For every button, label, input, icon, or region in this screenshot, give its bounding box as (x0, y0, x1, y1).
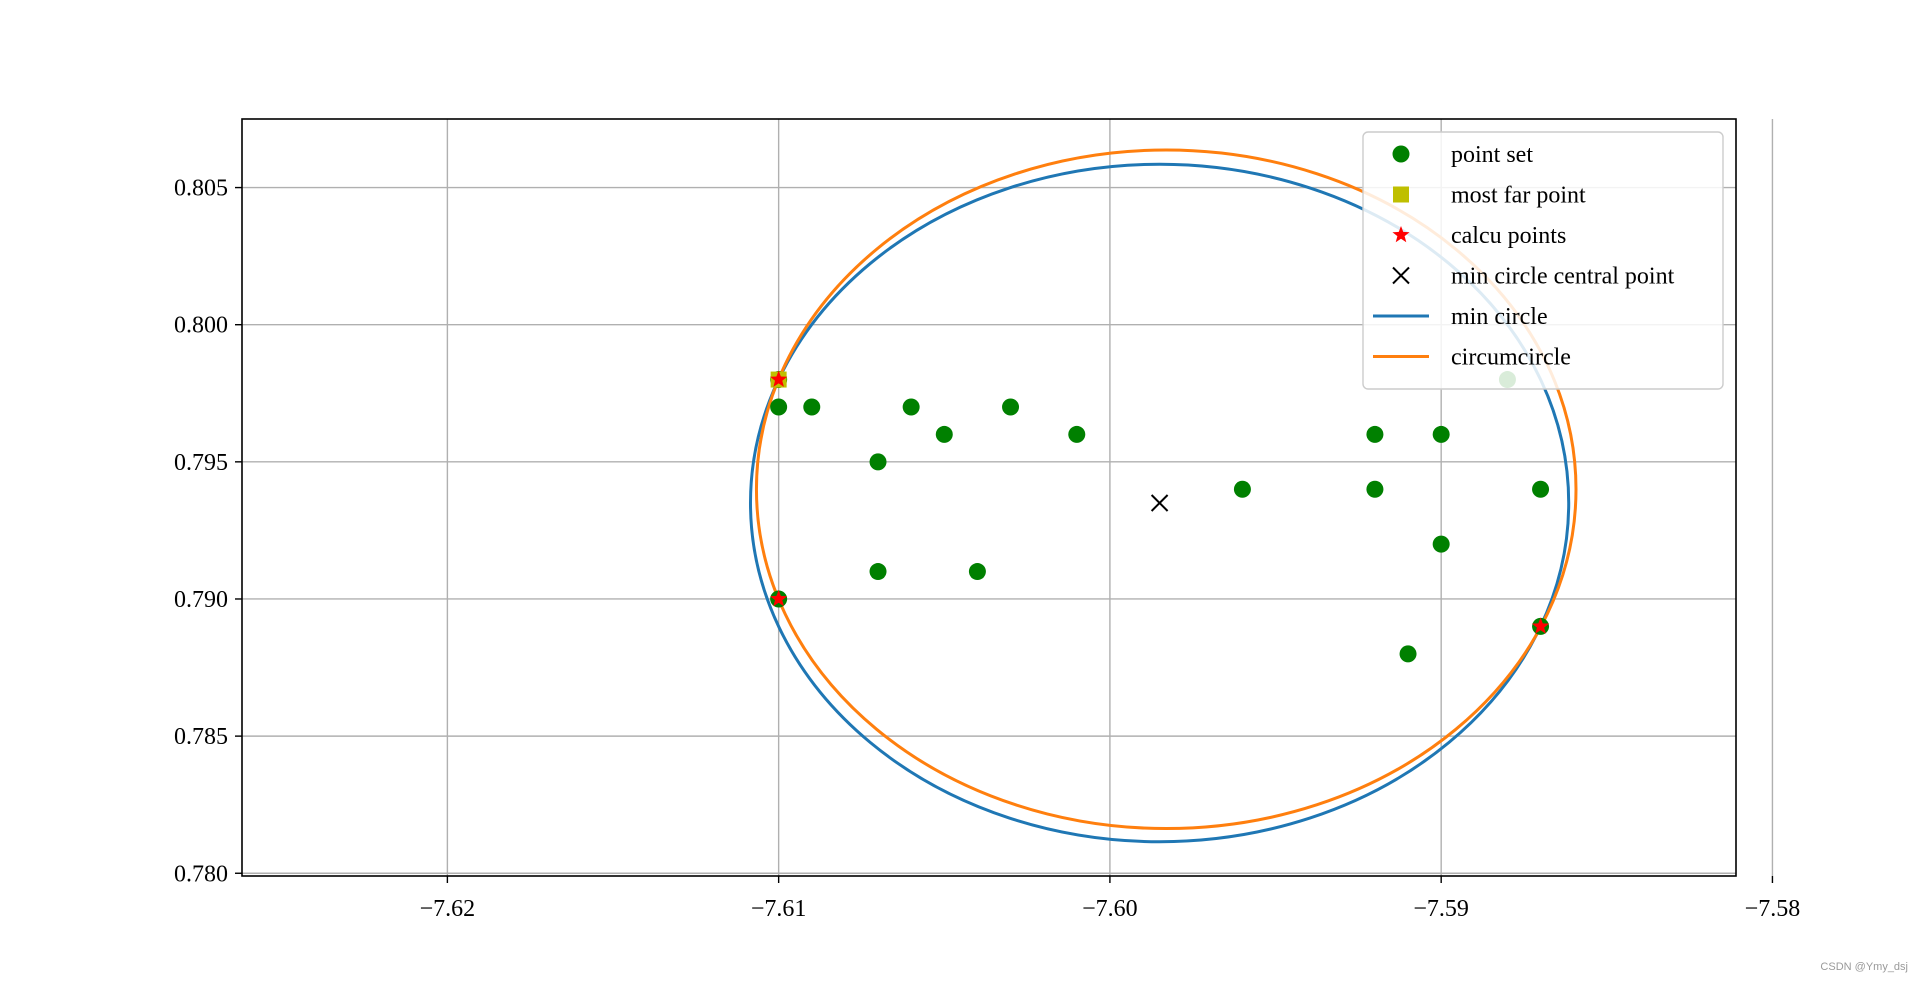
point-set-marker (1432, 425, 1450, 443)
y-tick-label: 0.790 (174, 587, 228, 613)
x-tick-label: −7.59 (1413, 896, 1469, 922)
point-set-marker (770, 398, 788, 416)
legend-handle-most-far-point (1393, 186, 1409, 203)
x-marker-stroke (1150, 494, 1169, 512)
point-set-marker (1366, 425, 1384, 443)
y-tick-label: 0.785 (174, 724, 228, 750)
legend-label-min-circle: min circle (1451, 304, 1548, 330)
point-set-marker (902, 398, 920, 416)
point-set-marker (869, 453, 887, 471)
legend-label-calcu-points: calcu points (1451, 223, 1566, 249)
legend-box (1362, 131, 1724, 390)
point-set-marker (803, 398, 821, 416)
point-set-marker (935, 425, 953, 443)
point-set-marker (968, 563, 986, 581)
calcu-points-marker (770, 370, 788, 387)
min-circle-central-point-marker (1150, 494, 1169, 512)
legend-handle-calcu-points (1392, 226, 1410, 243)
legend-label-circumcircle: circumcircle (1451, 345, 1571, 371)
axes-ticks: −7.62 −7.61 −7.60 −7.59 −7.58 0.780 0.785 0.790… (174, 176, 1800, 922)
y-tick-label: 0.780 (174, 861, 228, 887)
y-tick-label: 0.805 (174, 176, 228, 202)
x-tick-label: −7.61 (751, 896, 807, 922)
min-circle-line (748, 162, 1571, 844)
x-tick-label: −7.58 (1745, 896, 1801, 922)
y-tick-label: 0.795 (174, 450, 228, 476)
x-tick-label: −7.62 (420, 896, 476, 922)
legend-handle-point-set (1392, 145, 1410, 163)
y-tick-label: 0.800 (174, 313, 228, 339)
legend-label-point-set: point set (1451, 142, 1533, 168)
calcu-points-marker (770, 589, 788, 607)
legend-label-most-far-point: most far point (1451, 183, 1586, 209)
x-marker-stroke (1392, 266, 1410, 285)
watermark: CSDN @Ymy_dsj (1820, 961, 1908, 973)
point-set-marker (1399, 645, 1417, 663)
point-set-marker (1532, 480, 1550, 498)
point-set-marker (1002, 398, 1020, 416)
point-set-marker (1233, 480, 1251, 498)
x-tick-label: −7.60 (1082, 896, 1138, 922)
point-set-marker (1068, 425, 1086, 443)
legend-handle-min-circle-central-point (1392, 266, 1410, 285)
point-set-marker (1366, 480, 1384, 498)
circumcircle-line (754, 148, 1578, 831)
legend: point set most far point calcu points min c… (1362, 131, 1724, 390)
point-set-marker (869, 563, 887, 581)
calcu-points-marker (1531, 617, 1550, 634)
point-set-marker (1432, 535, 1450, 553)
plot-frame (241, 118, 1737, 877)
legend-label-min-circle-central-point: min circle central point (1451, 264, 1675, 290)
